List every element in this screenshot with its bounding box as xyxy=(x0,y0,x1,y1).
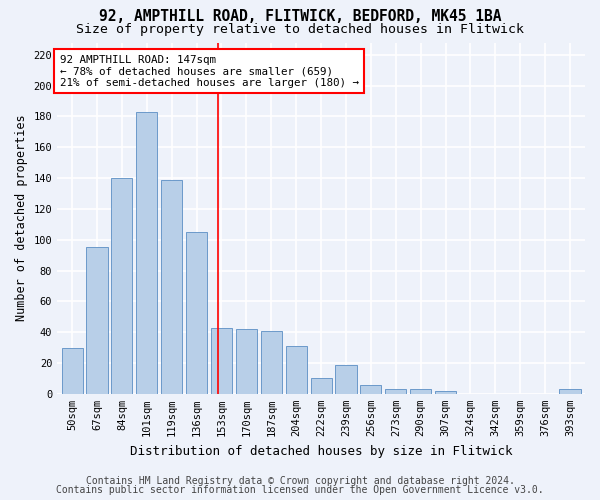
Bar xyxy=(236,329,257,394)
Bar xyxy=(311,378,332,394)
Bar xyxy=(211,328,232,394)
Y-axis label: Number of detached properties: Number of detached properties xyxy=(15,115,28,322)
Bar xyxy=(186,232,207,394)
Bar xyxy=(410,389,431,394)
Bar xyxy=(335,364,356,394)
Text: Contains public sector information licensed under the Open Government Licence v3: Contains public sector information licen… xyxy=(56,485,544,495)
Bar xyxy=(112,178,133,394)
X-axis label: Distribution of detached houses by size in Flitwick: Distribution of detached houses by size … xyxy=(130,444,512,458)
Text: 92, AMPTHILL ROAD, FLITWICK, BEDFORD, MK45 1BA: 92, AMPTHILL ROAD, FLITWICK, BEDFORD, MK… xyxy=(99,9,501,24)
Bar xyxy=(261,330,282,394)
Bar xyxy=(559,389,581,394)
Bar xyxy=(161,180,182,394)
Bar xyxy=(86,248,107,394)
Bar xyxy=(62,348,83,394)
Text: Contains HM Land Registry data © Crown copyright and database right 2024.: Contains HM Land Registry data © Crown c… xyxy=(86,476,514,486)
Bar xyxy=(385,389,406,394)
Text: 92 AMPTHILL ROAD: 147sqm
← 78% of detached houses are smaller (659)
21% of semi-: 92 AMPTHILL ROAD: 147sqm ← 78% of detach… xyxy=(60,55,359,88)
Bar xyxy=(286,346,307,394)
Bar xyxy=(360,384,382,394)
Bar xyxy=(136,112,157,394)
Text: Size of property relative to detached houses in Flitwick: Size of property relative to detached ho… xyxy=(76,22,524,36)
Bar xyxy=(435,390,456,394)
